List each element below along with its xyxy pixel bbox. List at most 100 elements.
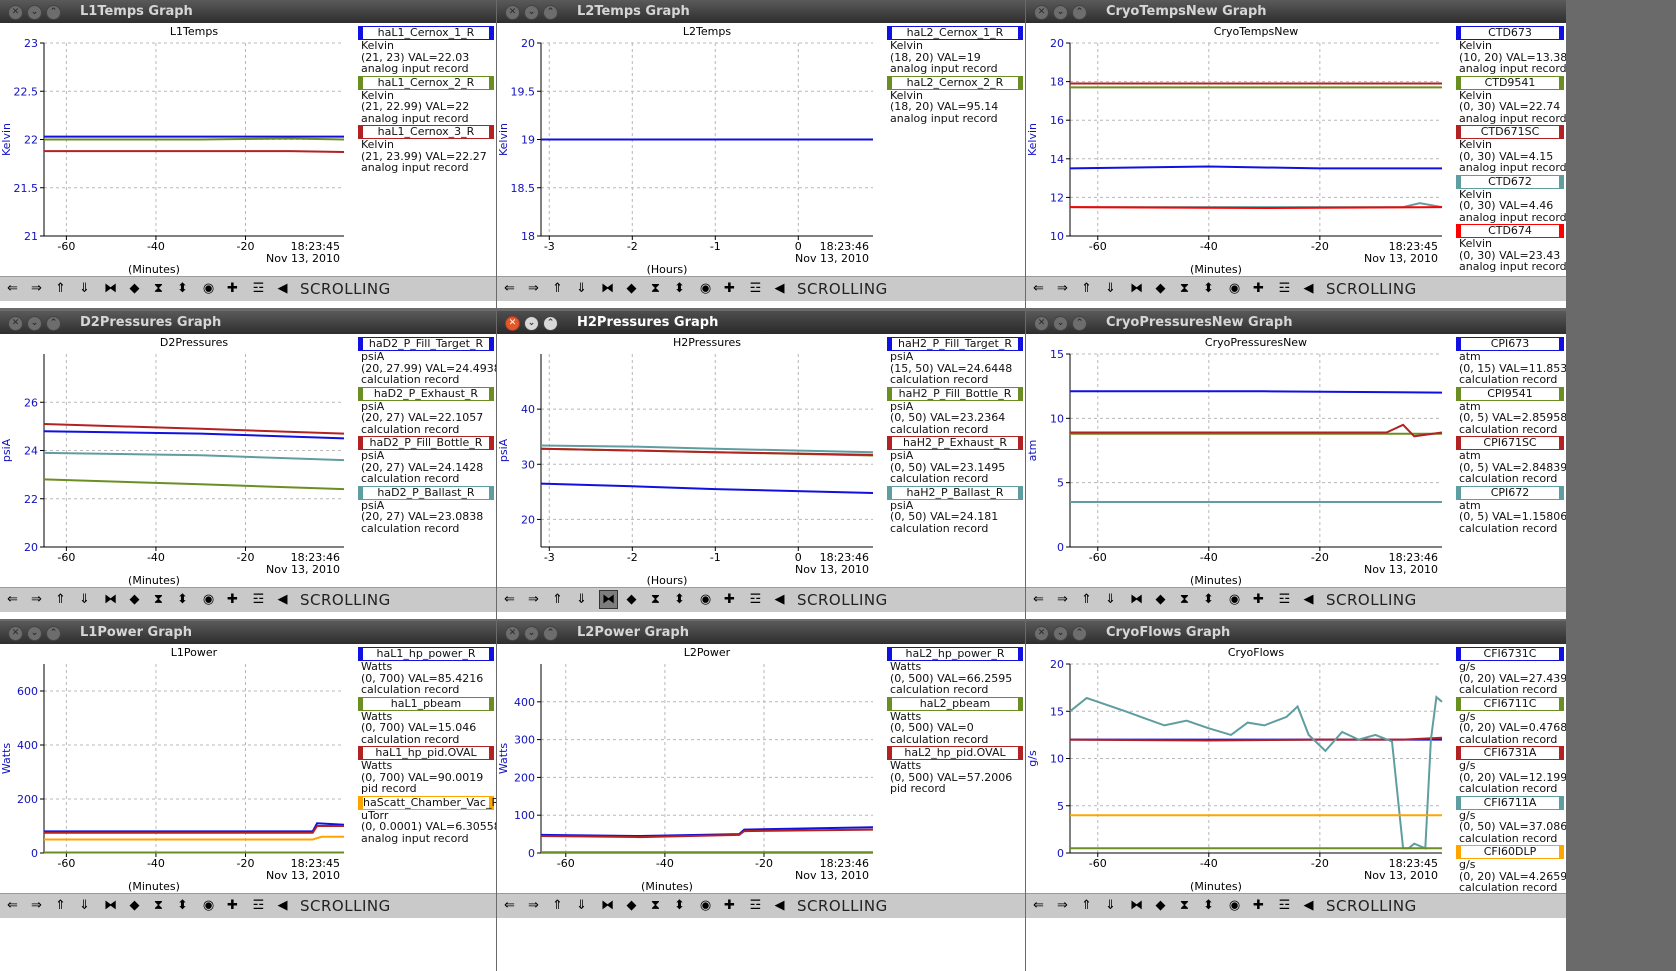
zoom-out-x-icon[interactable]: ◆ xyxy=(626,898,637,913)
zoom-out-y-icon[interactable]: ⬍ xyxy=(177,592,188,607)
chart-canvas[interactable]: CryoPressuresNew -60 -40 -20 0 5 10 15 atm (Minut… xyxy=(1026,334,1452,587)
legend-pv-name[interactable]: haL2_hp_pid.OVAL xyxy=(887,746,1023,760)
pan-down-icon[interactable]: ⇓ xyxy=(576,281,587,296)
legend-pv-name[interactable]: haL1_Cernox_2_R xyxy=(358,75,494,90)
zoom-out-y-icon[interactable]: ⬍ xyxy=(1203,898,1214,913)
legend-item[interactable]: haL1_hp_power_R Watts (0, 700) VAL=85.4216… xyxy=(358,647,496,696)
pan-up-icon[interactable]: ⇑ xyxy=(1081,281,1092,296)
pan-left-icon[interactable]: ⇐ xyxy=(504,898,515,913)
add-icon[interactable]: ✚ xyxy=(724,898,735,913)
legend-pv-name[interactable]: CPI671SC xyxy=(1456,436,1564,450)
plot-style-icon[interactable]: ☲ xyxy=(1278,898,1291,913)
legend-item[interactable]: CFI60DLP g/s (0, 20) VAL=4.26592 calculatio… xyxy=(1456,845,1566,894)
legend-pv-name[interactable]: haH2_P_Fill_Target_R xyxy=(887,337,1023,351)
close-icon[interactable]: ✕ xyxy=(1034,316,1049,331)
maximize-icon[interactable]: ⌃ xyxy=(1072,626,1087,641)
pan-left-icon[interactable]: ⇐ xyxy=(1033,898,1044,913)
minimize-icon[interactable]: ⌄ xyxy=(1053,5,1068,20)
legend-item[interactable]: haL1_Cernox_1_R Kelvin (21, 23) VAL=22.03 a… xyxy=(358,26,496,75)
pan-left-icon[interactable]: ⇐ xyxy=(504,592,515,607)
minimize-icon[interactable]: ⌄ xyxy=(524,5,539,20)
legend-pv-name[interactable]: CFI6711A xyxy=(1456,795,1564,810)
legend-pv-name[interactable]: haL1_hp_pid.OVAL xyxy=(358,746,494,760)
chart-canvas[interactable]: CryoFlows -60 -40 -20 0 5 10 15 20 g/s (Minutes) 18… xyxy=(1026,644,1452,893)
legend-pv-name[interactable]: CPI672 xyxy=(1456,485,1564,500)
pan-down-icon[interactable]: ⇓ xyxy=(576,592,587,607)
minimize-icon[interactable]: ⌄ xyxy=(524,626,539,641)
legend-pv-name[interactable]: haL2_pbeam xyxy=(887,696,1023,711)
zoom-in-x-icon[interactable]: ⧓ xyxy=(104,281,117,296)
legend-pv-name[interactable]: CPI673 xyxy=(1456,337,1564,351)
zoom-in-y-icon[interactable]: ⧗ xyxy=(153,592,164,607)
legend-item[interactable]: CTD671SC Kelvin (0, 30) VAL=4.15 analog inp… xyxy=(1456,125,1566,174)
maximize-icon[interactable]: ⌃ xyxy=(543,626,558,641)
pan-up-icon[interactable]: ⇑ xyxy=(1081,898,1092,913)
auto-scale-icon[interactable]: ◉ xyxy=(202,592,215,607)
legend-item[interactable]: CTD673 Kelvin (10, 20) VAL=13.38 analog inp… xyxy=(1456,26,1566,75)
legend-item[interactable]: haH2_P_Fill_Bottle_R psiA (0, 50) VAL=23.2… xyxy=(887,386,1025,436)
legend-pv-name[interactable]: haD2_P_Ballast_R xyxy=(358,485,494,500)
legend-pv-name[interactable]: haL2_Cernox_2_R xyxy=(887,75,1023,90)
pan-left-icon[interactable]: ⇐ xyxy=(1033,592,1044,607)
title-bar[interactable]: ✕ ⌄ ⌃ L2Power Graph xyxy=(497,621,1025,644)
add-icon[interactable]: ✚ xyxy=(724,281,735,296)
plot-style-icon[interactable]: ☲ xyxy=(252,592,265,607)
pan-down-icon[interactable]: ⇓ xyxy=(79,592,90,607)
pan-right-icon[interactable]: ⇒ xyxy=(1057,898,1068,913)
pan-right-icon[interactable]: ⇒ xyxy=(31,592,42,607)
pan-down-icon[interactable]: ⇓ xyxy=(1105,898,1116,913)
legend-item[interactable]: haL1_Cernox_3_R Kelvin (21, 23.99) VAL=22.… xyxy=(358,125,496,174)
legend-item[interactable]: CTD674 Kelvin (0, 30) VAL=23.43 analog inpu… xyxy=(1456,224,1566,273)
maximize-icon[interactable]: ⌃ xyxy=(46,5,61,20)
legend-pv-name[interactable]: haL1_Cernox_3_R xyxy=(358,125,494,139)
legend-pv-name[interactable]: CTD671SC xyxy=(1456,125,1564,139)
close-icon[interactable]: ✕ xyxy=(1034,626,1049,641)
pan-right-icon[interactable]: ⇒ xyxy=(31,898,42,913)
scroll-mode-icon[interactable]: ◀ xyxy=(774,898,785,913)
close-icon[interactable]: ✕ xyxy=(505,626,520,641)
auto-scale-icon[interactable]: ◉ xyxy=(699,592,712,607)
title-bar[interactable]: ✕ ⌄ ⌃ CryoTempsNew Graph xyxy=(1026,0,1566,23)
legend-item[interactable]: haL2_Cernox_1_R Kelvin (18, 20) VAL=19 anal… xyxy=(887,26,1025,75)
auto-scale-icon[interactable]: ◉ xyxy=(699,281,712,296)
scroll-mode-icon[interactable]: ◀ xyxy=(774,592,785,607)
legend-item[interactable]: haL2_pbeam Watts (0, 500) VAL=0 calculation… xyxy=(887,696,1025,746)
legend-item[interactable]: haL2_hp_pid.OVAL Watts (0, 500) VAL=57.200… xyxy=(887,746,1025,795)
zoom-out-x-icon[interactable]: ◆ xyxy=(1155,898,1166,913)
zoom-in-x-icon[interactable]: ⧓ xyxy=(1130,898,1143,913)
legend-item[interactable]: CTD672 Kelvin (0, 30) VAL=4.46 analog input… xyxy=(1456,174,1566,224)
legend-pv-name[interactable]: CTD672 xyxy=(1456,174,1564,189)
legend-item[interactable]: haD2_P_Fill_Bottle_R psiA (20, 27) VAL=24.… xyxy=(358,436,496,485)
pan-right-icon[interactable]: ⇒ xyxy=(1057,592,1068,607)
plot-style-icon[interactable]: ☲ xyxy=(1278,592,1291,607)
pan-up-icon[interactable]: ⇑ xyxy=(55,281,66,296)
scroll-mode-icon[interactable]: ◀ xyxy=(277,592,288,607)
minimize-icon[interactable]: ⌄ xyxy=(27,5,42,20)
zoom-out-y-icon[interactable]: ⬍ xyxy=(177,281,188,296)
scroll-mode-icon[interactable]: ◀ xyxy=(277,898,288,913)
legend-item[interactable]: haL1_Cernox_2_R Kelvin (21, 22.99) VAL=22 a… xyxy=(358,75,496,125)
legend-pv-name[interactable]: CFI6731A xyxy=(1456,746,1564,760)
legend-pv-name[interactable]: haH2_P_Exhaust_R xyxy=(887,436,1023,450)
legend-pv-name[interactable]: haL2_hp_power_R xyxy=(887,647,1023,661)
zoom-out-y-icon[interactable]: ⬍ xyxy=(674,592,685,607)
pan-left-icon[interactable]: ⇐ xyxy=(504,281,515,296)
pan-down-icon[interactable]: ⇓ xyxy=(576,898,587,913)
zoom-out-x-icon[interactable]: ◆ xyxy=(626,281,637,296)
pan-right-icon[interactable]: ⇒ xyxy=(31,281,42,296)
legend-item[interactable]: haL2_hp_power_R Watts (0, 500) VAL=66.2595… xyxy=(887,647,1025,696)
minimize-icon[interactable]: ⌄ xyxy=(27,316,42,331)
legend-pv-name[interactable]: CFI6731C xyxy=(1456,647,1564,661)
legend-pv-name[interactable]: CTD674 xyxy=(1456,224,1564,238)
zoom-out-y-icon[interactable]: ⬍ xyxy=(674,281,685,296)
zoom-out-y-icon[interactable]: ⬍ xyxy=(1203,592,1214,607)
legend-item[interactable]: haL1_hp_pid.OVAL Watts (0, 700) VAL=90.001… xyxy=(358,746,496,795)
maximize-icon[interactable]: ⌃ xyxy=(46,316,61,331)
pan-down-icon[interactable]: ⇓ xyxy=(79,898,90,913)
chart-canvas[interactable]: L1Power -60 -40 -20 0 200 400 600 Watts (Minutes)… xyxy=(0,644,354,893)
zoom-in-y-icon[interactable]: ⧗ xyxy=(1179,898,1190,913)
title-bar[interactable]: ✕ ⌄ ⌃ L1Temps Graph xyxy=(0,0,496,23)
scroll-mode-icon[interactable]: ◀ xyxy=(774,281,785,296)
legend-pv-name[interactable]: haScatt_Chamber_Vac_R xyxy=(358,795,496,810)
zoom-in-y-icon[interactable]: ⧗ xyxy=(153,898,164,913)
